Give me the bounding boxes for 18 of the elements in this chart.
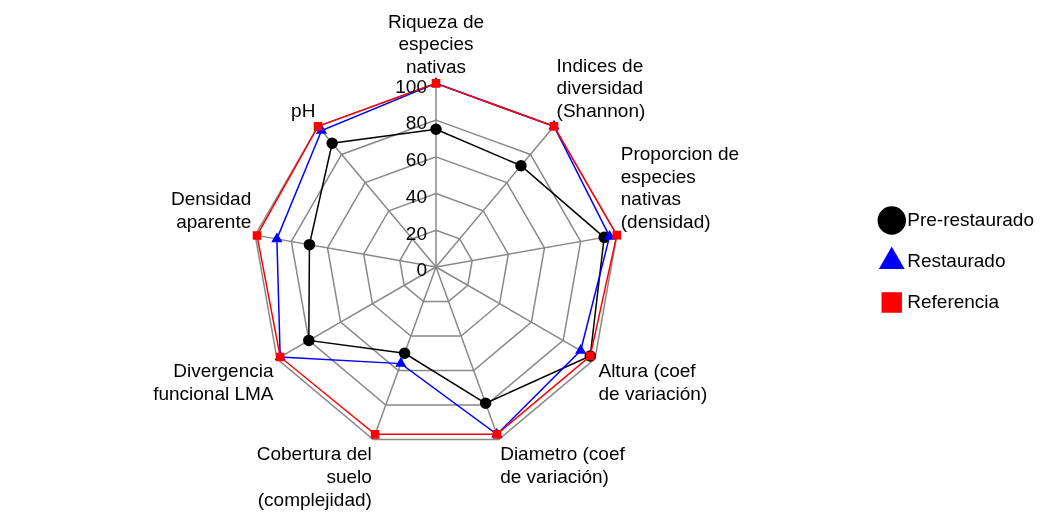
y-tick-label: 20 xyxy=(405,222,427,244)
spoke-label: Altura (coef de variación) xyxy=(598,360,708,405)
legend-label: Restaurado xyxy=(907,249,1006,271)
y-tick-label: 80 xyxy=(405,112,427,134)
spoke-label: Indices de diversidad (Shannon) xyxy=(556,54,646,122)
spoke-label: Proporcion de especies nativas (densidad) xyxy=(620,142,740,233)
spoke-label: pH xyxy=(291,100,316,122)
y-tick-label: 0 xyxy=(416,259,427,281)
legend-label: Pre-restaurado xyxy=(907,208,1035,230)
spoke-label: Cobertura del suelo (complejidad) xyxy=(256,442,372,510)
y-tick-label: 60 xyxy=(405,149,427,171)
spoke-label: Divergencia funcional LMA xyxy=(153,360,274,405)
legend-label: Referencia xyxy=(907,290,1000,312)
spoke-label: Densidad aparente xyxy=(170,188,252,233)
spoke-label: Riqueza de especies nativas xyxy=(387,10,485,78)
y-tick-label: 40 xyxy=(405,185,427,207)
spoke-label: Diametro (coef de variación) xyxy=(500,442,626,487)
y-tick-label: 100 xyxy=(395,75,427,97)
